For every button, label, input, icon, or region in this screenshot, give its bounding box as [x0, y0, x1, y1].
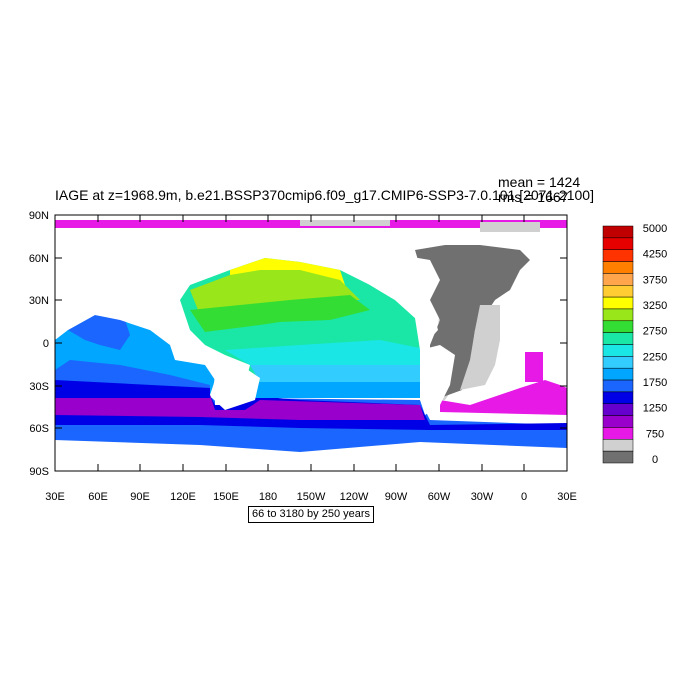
longitude-labels: 30E 60E 90E 120E 150E 180 150W 120W 90W … — [45, 491, 577, 503]
colorbar-swatch — [602, 344, 634, 357]
lon-label: 180 — [259, 491, 277, 503]
colorbar-label: 2750 — [643, 326, 667, 338]
colorbar-swatch — [602, 308, 634, 322]
colorbar-label: 2250 — [643, 351, 667, 363]
colorbar-label: 0 — [652, 454, 658, 466]
mean-value-label: mean = 1424 — [498, 174, 581, 190]
lon-label: 90W — [385, 491, 408, 503]
lat-label-60s: 60S — [29, 423, 49, 435]
lat-label-90n: 90N — [29, 210, 49, 222]
lon-label: 90E — [130, 491, 150, 503]
colorbar-swatch — [602, 332, 634, 345]
lat-label-30n: 30N — [29, 295, 49, 307]
colorbar-swatch — [602, 415, 634, 428]
pacific-teal-band — [205, 312, 410, 345]
colorbar-swatch — [602, 249, 634, 262]
australia-landmass — [212, 368, 260, 410]
lon-label: 150W — [297, 491, 326, 503]
colorbar-swatch — [602, 391, 634, 404]
colorbar-swatch — [602, 356, 634, 369]
lon-label: 120E — [170, 491, 196, 503]
lat-label-0: 0 — [43, 338, 49, 350]
colorbar-label: 1750 — [643, 377, 667, 389]
colorbar-swatch — [602, 379, 634, 393]
arctic-gray-patch-2 — [480, 222, 540, 232]
lat-label-30s: 30S — [29, 381, 49, 393]
south-atlantic-gray — [460, 305, 500, 390]
lat-label-60n: 60N — [29, 253, 49, 265]
colorbar — [602, 225, 634, 464]
lon-label: 60E — [88, 491, 108, 503]
africa-landmass — [505, 300, 555, 352]
lon-label: 60W — [428, 491, 451, 503]
lon-label: 0 — [521, 491, 527, 503]
south-america-landmass — [420, 345, 455, 415]
pacific-blue-band — [255, 382, 420, 398]
lon-label: 30E — [557, 491, 577, 503]
arabian-sea — [68, 315, 130, 350]
south-atlantic-magenta — [440, 380, 567, 415]
lon-label: 150E — [213, 491, 239, 503]
colorbar-swatch — [602, 427, 634, 440]
southern-ocean-purple-band — [55, 395, 425, 420]
colorbar-labels: 5000 4250 3750 3250 2750 2250 1750 1250 750 0 — [643, 223, 667, 466]
colorbar-label: 750 — [646, 428, 664, 440]
pacific-light-blue-band — [250, 365, 420, 382]
north-america-landmass — [340, 255, 440, 350]
ocean-age-map — [55, 215, 567, 471]
arctic-gray-patch — [300, 220, 390, 226]
lon-label: 120W — [340, 491, 369, 503]
pacific-cyan-band — [225, 340, 420, 365]
atlantic-magenta-patch — [525, 352, 543, 382]
colorbar-label: 4250 — [643, 249, 667, 261]
rms-value-label: rms = 1667 — [498, 189, 569, 205]
lon-label: 30W — [471, 491, 494, 503]
pacific-north-green — [190, 295, 370, 332]
colorbar-swatch — [602, 285, 634, 298]
plot-title: IAGE at z=1968.9m, b.e21.BSSP370cmip6.f0… — [55, 187, 594, 203]
colorbar-label: 5000 — [643, 223, 667, 235]
colorbar-label: 3750 — [643, 274, 667, 286]
colorbar-label: 1250 — [643, 403, 667, 415]
asia-landmass — [55, 252, 200, 330]
colorbar-swatch — [602, 237, 634, 250]
contour-info-box: 66 to 3180 by 250 years — [248, 506, 375, 523]
latitude-labels: 90N 60N 30N 0 30S 60S 90S — [29, 210, 49, 478]
lat-label-90s: 90S — [29, 466, 49, 478]
colorbar-swatch — [602, 450, 634, 464]
colorbar-swatch — [602, 403, 634, 416]
colorbar-swatch — [602, 225, 634, 239]
axis-ticks — [54, 214, 568, 472]
colorbar-swatch — [602, 296, 634, 310]
colorbar-label: 3250 — [643, 300, 667, 312]
colorbar-swatch — [602, 367, 634, 381]
colorbar-swatch — [602, 261, 634, 274]
colorbar-swatch — [602, 320, 634, 333]
pacific-north-green-light — [190, 270, 360, 315]
colorbar-swatch — [602, 273, 634, 286]
lon-label: 30E — [45, 491, 65, 503]
indian-ocean-dark-band — [55, 380, 210, 398]
colorbar-swatch — [602, 439, 634, 452]
